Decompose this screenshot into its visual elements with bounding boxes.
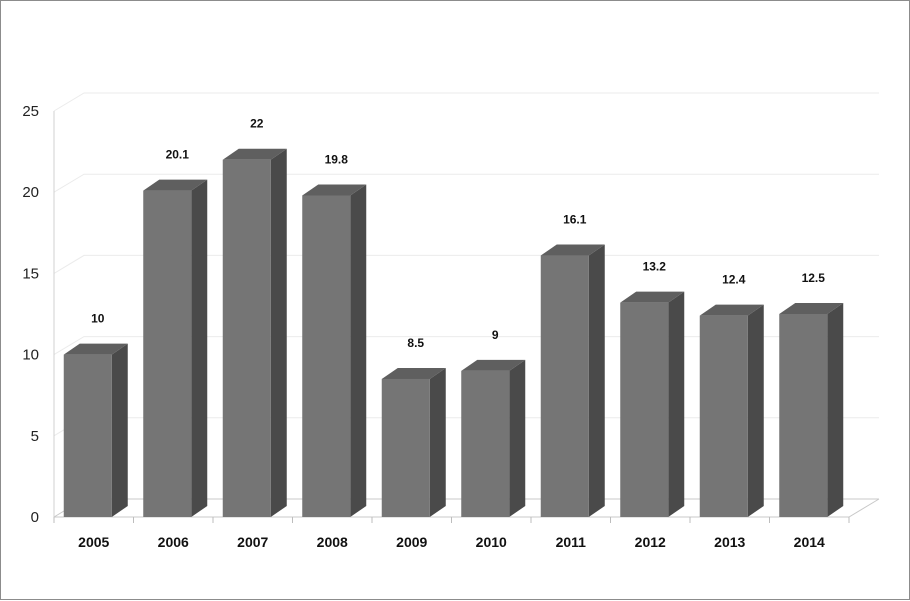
bar-top (779, 303, 844, 314)
data-label: 20.1 (166, 148, 190, 162)
bar-side (191, 179, 208, 518)
y-axis-ticks: 0 5 10 15 20 25 (22, 103, 39, 526)
data-label: 9 (492, 328, 499, 342)
x-axis-ticks: 2005 2006 2007 2008 2009 2010 2011 2012 2013 2014 (78, 534, 825, 550)
bar-2008 (302, 184, 367, 517)
bar-side (588, 244, 605, 517)
bar-front (302, 195, 351, 517)
bar-side (668, 291, 685, 517)
bar-2009 (381, 367, 446, 517)
bar-front (699, 315, 748, 517)
bar-top (540, 244, 605, 256)
bar-side (509, 359, 526, 517)
bar-front (461, 370, 510, 517)
data-label: 12.4 (722, 273, 746, 287)
gridline (53, 336, 879, 356)
bar-top (302, 184, 367, 196)
bar-2007 (222, 148, 287, 517)
y-tick-label: 20 (22, 184, 39, 201)
bar-side (111, 343, 128, 517)
y-tick-label: 5 (31, 428, 39, 445)
bar-2012 (620, 291, 685, 517)
bar-side (827, 303, 844, 517)
x-tick-label: 2014 (794, 534, 825, 550)
bar-side (429, 367, 446, 517)
y-tick-label: 15 (22, 265, 39, 282)
bar-2006 (143, 179, 208, 518)
data-label: 13.2 (643, 260, 667, 274)
bar-top (381, 367, 446, 379)
bar-front (143, 190, 192, 518)
bar-front (222, 159, 271, 517)
bar-2010 (461, 359, 526, 517)
y-tick-label: 0 (31, 509, 39, 526)
bar-2005 (63, 343, 128, 517)
bar-top (461, 359, 526, 371)
bar-top (63, 343, 128, 355)
bar-2014 (779, 303, 844, 517)
bars (63, 148, 844, 518)
data-label: 16.1 (563, 213, 587, 227)
x-tick-label: 2009 (396, 534, 427, 550)
bar-side (270, 148, 287, 517)
bar-front (381, 378, 430, 517)
x-tick-label: 2007 (237, 534, 268, 550)
data-label: 10 (91, 312, 105, 326)
bar-top (699, 304, 764, 316)
data-labels: 10 20.1 22 19.8 8.5 9 16.1 13.2 12.4 12.5 (91, 117, 825, 350)
y-tick-label: 25 (22, 103, 39, 120)
x-tick-label: 2008 (317, 534, 348, 550)
x-tick-label: 2013 (714, 534, 745, 550)
bar-top (620, 291, 685, 303)
data-label: 22 (250, 117, 264, 131)
data-label: 8.5 (407, 336, 424, 350)
gridline (53, 254, 879, 274)
bar-front (779, 314, 828, 517)
x-tick-label: 2005 (78, 534, 109, 550)
x-tick-label: 2012 (635, 534, 666, 550)
gridline (53, 173, 879, 193)
bar-2011 (540, 244, 605, 517)
x-tick-label: 2010 (476, 534, 507, 550)
bar-front (540, 255, 589, 517)
data-label: 12.5 (802, 271, 826, 285)
bar-top (143, 179, 208, 191)
x-tick-label: 2011 (556, 534, 587, 550)
bar-front (63, 354, 112, 517)
data-label: 19.8 (325, 152, 349, 166)
bar-front (620, 302, 669, 517)
x-tick-label: 2006 (158, 534, 189, 550)
bar-side (747, 304, 764, 517)
y-tick-label: 10 (22, 347, 39, 364)
bar-top (222, 148, 287, 160)
gridline (53, 92, 879, 112)
bar-2013 (699, 304, 764, 517)
bar-side (350, 184, 367, 517)
